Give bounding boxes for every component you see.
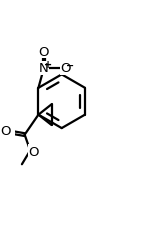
Text: −: − [65, 61, 74, 71]
Text: N: N [39, 62, 49, 75]
Text: +: + [44, 60, 52, 70]
Text: O: O [60, 62, 71, 75]
Text: O: O [0, 125, 11, 137]
Text: O: O [39, 45, 49, 58]
Text: O: O [28, 145, 39, 158]
